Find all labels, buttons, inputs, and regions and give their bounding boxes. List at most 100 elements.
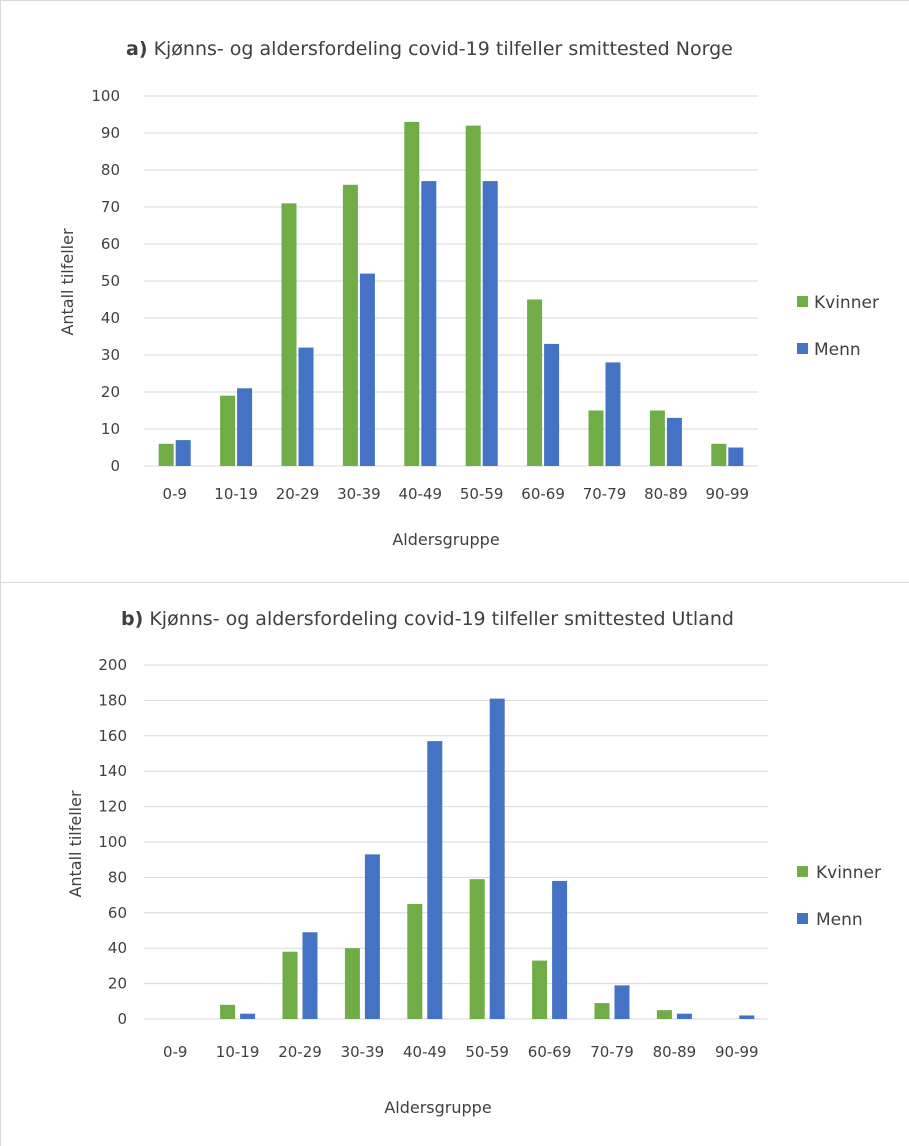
- chart-b-bar-menn-20-29: [302, 932, 318, 1019]
- chart-a-x-tick-label: 10-19: [214, 485, 258, 503]
- chart-a-title-text: Kjønns- og aldersfordeling covid-19 tilf…: [154, 38, 733, 60]
- chart-a-x-tick-label: 60-69: [521, 485, 565, 503]
- chart-a-bar-kvinner-30-39: [342, 184, 358, 467]
- chart-b-bar-kvinner-10-19: [220, 1004, 236, 1019]
- legend-swatch-kvinner: [797, 866, 808, 877]
- chart-b-bar-menn-10-19: [240, 1013, 256, 1019]
- chart-b-svg: b) Kjønns- og aldersfordeling covid-19 t…: [66, 608, 881, 1117]
- chart-b-x-tick-label: 0-9: [163, 1043, 188, 1061]
- chart-a-bar-menn-70-79: [605, 362, 621, 466]
- legend-label-menn: Menn: [814, 340, 861, 360]
- legend-swatch-menn: [797, 913, 808, 924]
- chart-b-bar-kvinner-50-59: [469, 879, 485, 1019]
- chart-b-ylabel: Antall tilfeller: [66, 790, 85, 898]
- chart-b-bar-kvinner-80-89: [656, 1010, 672, 1019]
- chart-a-bar-menn-90-99: [728, 447, 744, 466]
- chart-a-x-tick-label: 30-39: [337, 485, 381, 503]
- chart-a-y-tick-label: 20: [101, 383, 120, 401]
- chart-b-bar-menn-90-99: [739, 1015, 755, 1019]
- chart-a-x-tick-label: 50-59: [460, 485, 504, 503]
- chart-panel-b: b) Kjønns- og aldersfordeling covid-19 t…: [0, 583, 909, 1146]
- chart-b-bar-kvinner-70-79: [594, 1003, 610, 1019]
- chart-b-y-tick-label: 80: [108, 868, 127, 886]
- chart-a-bar-menn-40-49: [421, 181, 437, 466]
- chart-b-bar-menn-80-89: [676, 1013, 692, 1019]
- chart-a-y-tick-label: 80: [101, 161, 120, 179]
- chart-b-bar-kvinner-40-49: [407, 903, 423, 1019]
- chart-a-bar-kvinner-70-79: [588, 410, 604, 466]
- chart-a-bar-kvinner-40-49: [404, 121, 420, 467]
- chart-panel-a: a) Kjønns- og aldersfordeling covid-19 t…: [0, 0, 909, 583]
- chart-b-bar-menn-50-59: [489, 698, 505, 1019]
- chart-a-xlabel: Aldersgruppe: [392, 530, 499, 549]
- chart-b-x-tick-label: 10-19: [216, 1043, 260, 1061]
- chart-a-bar-kvinner-0-9: [158, 443, 174, 466]
- chart-b-y-tick-label: 180: [98, 691, 127, 709]
- chart-a-x-tick-label: 90-99: [706, 485, 750, 503]
- chart-b-y-tick-label: 60: [108, 904, 127, 922]
- chart-a-y-tick-label: 50: [101, 272, 120, 290]
- chart-a-y-tick-label: 90: [101, 124, 120, 142]
- chart-a-y-tick-label: 60: [101, 235, 120, 253]
- chart-a-x-tick-label: 40-49: [399, 485, 443, 503]
- chart-b-xlabel: Aldersgruppe: [384, 1098, 491, 1117]
- chart-b-y-tick-label: 100: [98, 833, 127, 851]
- chart-a-bar-menn-30-39: [359, 273, 375, 466]
- chart-b-y-tick-label: 200: [98, 656, 127, 674]
- chart-a-x-tick-label: 0-9: [162, 485, 187, 503]
- chart-a-bar-kvinner-80-89: [649, 410, 665, 466]
- chart-a-bar-kvinner-60-69: [527, 299, 543, 466]
- chart-a-x-tick-label: 80-89: [644, 485, 688, 503]
- chart-a-bar-menn-60-69: [544, 343, 560, 466]
- chart-b-bar-menn-70-79: [614, 985, 630, 1019]
- legend-label-kvinner: Kvinner: [814, 293, 879, 313]
- chart-a-bar-kvinner-20-29: [281, 203, 297, 467]
- chart-b-x-tick-label: 50-59: [465, 1043, 509, 1061]
- chart-b-bar-kvinner-30-39: [344, 948, 360, 1019]
- chart-a-bar-menn-50-59: [482, 181, 498, 466]
- chart-b-x-tick-label: 90-99: [715, 1043, 759, 1061]
- legend-swatch-menn: [797, 343, 808, 354]
- chart-b-y-tick-label: 20: [108, 975, 127, 993]
- chart-b-x-tick-label: 30-39: [341, 1043, 385, 1061]
- chart-b-gridlines: [144, 664, 768, 1020]
- chart-b-legend: Kvinner Menn: [797, 863, 881, 930]
- legend-swatch-kvinner: [797, 296, 808, 307]
- chart-a-bar-kvinner-50-59: [465, 125, 481, 466]
- chart-b-bar-menn-60-69: [552, 880, 568, 1019]
- chart-b-bar-kvinner-20-29: [282, 951, 298, 1019]
- chart-a-title: a) Kjønns- og aldersfordeling covid-19 t…: [126, 38, 733, 60]
- chart-b-x-tick-label: 20-29: [278, 1043, 322, 1061]
- chart-a-y-tick-label: 70: [101, 198, 120, 216]
- chart-a-ylabel: Antall tilfeller: [58, 228, 77, 336]
- chart-a-bar-menn-10-19: [237, 388, 253, 466]
- chart-b-title: b) Kjønns- og aldersfordeling covid-19 t…: [121, 608, 734, 630]
- chart-a-gridlines: [144, 95, 758, 467]
- chart-b-y-tick-label: 120: [98, 798, 127, 816]
- chart-a-y-tick-label: 40: [101, 309, 120, 327]
- chart-a-title-prefix: a): [126, 38, 148, 60]
- chart-b-bar-menn-30-39: [364, 854, 380, 1019]
- chart-a-bar-menn-80-89: [666, 417, 682, 466]
- chart-a-svg: a) Kjønns- og aldersfordeling covid-19 t…: [58, 38, 879, 549]
- chart-a-bar-kvinner-10-19: [220, 395, 236, 466]
- chart-a-y-tick-label: 30: [101, 346, 120, 364]
- chart-a-x-ticks: 0-9 10-19 20-29 30-39 40-49 50-59 60-69 70-79 80…: [162, 485, 749, 503]
- chart-b-bar-menn-40-49: [427, 741, 443, 1019]
- chart-b-y-tick-label: 40: [108, 939, 127, 957]
- chart-a-y-tick-label: 100: [91, 87, 120, 105]
- legend-label-kvinner: Kvinner: [816, 863, 881, 883]
- chart-a-y-ticks: 0 10 20 30 40 50 60 70 80 90 100: [91, 87, 120, 475]
- chart-b-x-tick-label: 40-49: [403, 1043, 447, 1061]
- chart-b-y-tick-label: 160: [98, 727, 127, 745]
- chart-b-x-tick-label: 80-89: [653, 1043, 697, 1061]
- chart-b-y-tick-label: 0: [117, 1010, 127, 1028]
- chart-b-bars: [220, 698, 755, 1019]
- chart-a-legend: Kvinner Menn: [797, 293, 879, 360]
- chart-b-x-ticks: 0-9 10-19 20-29 30-39 40-49 50-59 60-69 70-79 80…: [163, 1043, 759, 1061]
- chart-a-y-tick-label: 0: [110, 457, 120, 475]
- chart-a-y-tick-label: 10: [101, 420, 120, 438]
- chart-a-bar-menn-0-9: [175, 440, 191, 466]
- chart-b-title-text: Kjønns- og aldersfordeling covid-19 tilf…: [149, 608, 734, 630]
- chart-b-title-prefix: b): [121, 608, 143, 630]
